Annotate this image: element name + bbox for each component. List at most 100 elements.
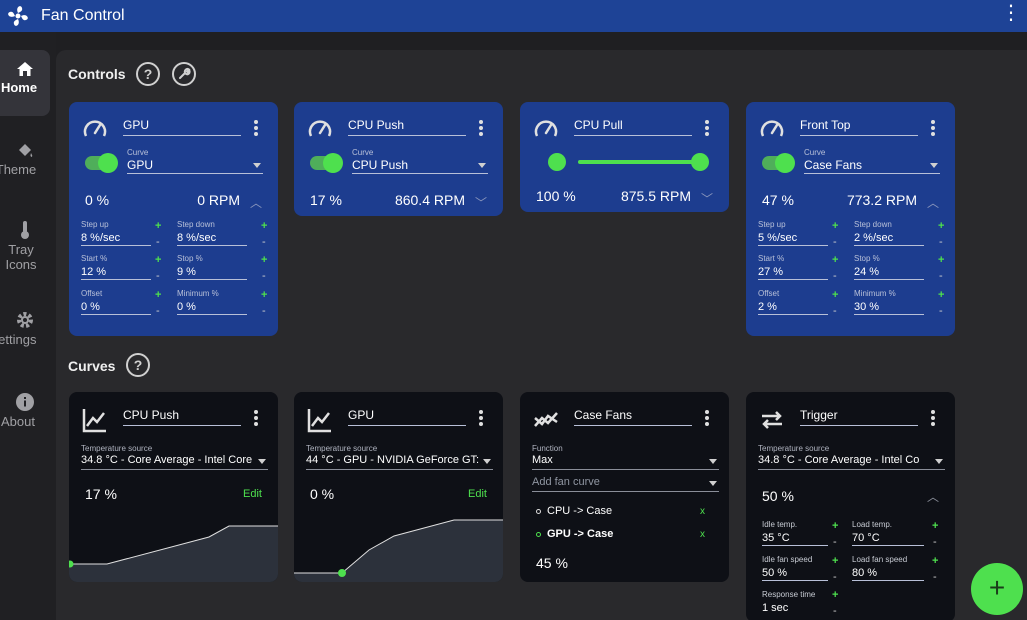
response-time-field[interactable]: Response time 1 sec — [762, 590, 816, 614]
decrement-button[interactable]: - — [833, 536, 837, 548]
edit-curve-link[interactable]: Edit — [243, 488, 262, 500]
temperature-source-select[interactable]: 34.8 °C - Core Average - Intel Core — [81, 454, 268, 470]
increment-button[interactable]: + — [832, 254, 839, 266]
temperature-source-select[interactable]: 34.8 °C - Core Average - Intel Co — [758, 454, 945, 470]
decrement-button[interactable]: - — [833, 571, 837, 583]
decrement-button[interactable]: - — [933, 571, 937, 583]
decrement-button[interactable]: - — [933, 536, 937, 548]
curve-name-input[interactable]: CPU Push — [123, 408, 241, 426]
minimum-percent-field[interactable]: Minimum % 30 % — [854, 289, 924, 315]
wrench-icon[interactable] — [172, 62, 196, 86]
decrement-button[interactable]: - — [939, 236, 943, 248]
speed-slider[interactable] — [578, 160, 700, 164]
expand-chevron-icon[interactable]: ﹀ — [700, 192, 713, 206]
stop-percent-field[interactable]: Stop % 24 % — [854, 254, 924, 280]
increment-button[interactable]: + — [832, 520, 839, 532]
control-name-input[interactable]: CPU Pull — [574, 118, 692, 136]
increment-button[interactable]: + — [155, 220, 162, 232]
start-percent-field[interactable]: Start % 27 % — [758, 254, 828, 280]
more-options-icon[interactable] — [479, 120, 483, 138]
decrement-button[interactable]: - — [833, 236, 837, 248]
step-down-field[interactable]: Step down 8 %/sec — [177, 220, 247, 246]
controls-help-icon[interactable]: ? — [136, 62, 160, 86]
edit-curve-link[interactable]: Edit — [468, 488, 487, 500]
sidebar-item-about[interactable]: About — [0, 392, 50, 458]
sidebar-item-tray-icons[interactable]: Tray Icons — [0, 220, 50, 286]
more-options-icon[interactable] — [931, 120, 935, 138]
increment-button[interactable]: + — [155, 289, 162, 301]
curve-select[interactable]: GPU — [127, 158, 263, 174]
more-options-icon[interactable] — [705, 120, 709, 138]
more-options-icon[interactable] — [254, 120, 258, 138]
add-fan-curve-select[interactable]: Add fan curve — [532, 476, 719, 492]
start-percent-field[interactable]: Start % 12 % — [81, 254, 151, 280]
increment-button[interactable]: + — [938, 289, 945, 301]
decrement-button[interactable]: - — [156, 270, 160, 282]
decrement-button[interactable]: - — [156, 305, 160, 317]
increment-button[interactable]: + — [155, 254, 162, 266]
decrement-button[interactable]: - — [939, 305, 943, 317]
decrement-button[interactable]: - — [262, 305, 266, 317]
remove-item-icon[interactable]: x — [700, 529, 705, 540]
decrement-button[interactable]: - — [833, 605, 837, 617]
decrement-button[interactable]: - — [262, 270, 266, 282]
more-options-icon[interactable] — [705, 410, 709, 428]
remove-item-icon[interactable]: x — [700, 506, 705, 517]
function-select[interactable]: Max — [532, 454, 719, 470]
increment-button[interactable]: + — [938, 220, 945, 232]
enable-toggle[interactable] — [85, 153, 118, 173]
increment-button[interactable]: + — [832, 289, 839, 301]
increment-button[interactable]: + — [261, 220, 268, 232]
idle-fan-speed-field[interactable]: Idle fan speed 50 % — [762, 555, 828, 581]
step-up-field[interactable]: Step up 5 %/sec — [758, 220, 828, 246]
curve-name-input[interactable]: GPU — [348, 408, 466, 426]
control-name-input[interactable]: Front Top — [800, 118, 918, 136]
curve-name-input[interactable]: Case Fans — [574, 408, 692, 426]
increment-button[interactable]: + — [832, 589, 839, 601]
step-up-field[interactable]: Step up 8 %/sec — [81, 220, 151, 246]
increment-button[interactable]: + — [938, 254, 945, 266]
collapse-chevron-icon[interactable]: ︿ — [249, 196, 262, 210]
more-options-icon[interactable] — [931, 410, 935, 428]
idle-temp-field[interactable]: Idle temp. 35 °C — [762, 520, 828, 546]
curve-select[interactable]: Case Fans — [804, 158, 940, 174]
enable-toggle[interactable] — [762, 153, 795, 173]
decrement-button[interactable]: - — [156, 236, 160, 248]
curves-help-icon[interactable]: ? — [126, 353, 150, 377]
control-name-input[interactable]: CPU Push — [348, 118, 466, 136]
curve-select[interactable]: CPU Push — [352, 158, 488, 174]
window-menu-icon[interactable]: ⋮ — [1001, 2, 1021, 24]
curve-name-input[interactable]: Trigger — [800, 408, 918, 426]
speed-slider-handle[interactable] — [691, 153, 709, 171]
sidebar-item-settings[interactable]: Settings — [0, 310, 50, 376]
increment-button[interactable]: + — [832, 555, 839, 567]
increment-button[interactable]: + — [261, 254, 268, 266]
increment-button[interactable]: + — [832, 220, 839, 232]
offset-field[interactable]: Offset 2 % — [758, 289, 828, 315]
sidebar-item-home[interactable]: Home — [0, 50, 50, 116]
collapse-chevron-icon[interactable]: ︿ — [926, 490, 939, 504]
decrement-button[interactable]: - — [939, 270, 943, 282]
increment-button[interactable]: + — [932, 555, 939, 567]
load-fan-speed-field[interactable]: Load fan speed 80 % — [852, 555, 924, 581]
offset-field[interactable]: Offset 0 % — [81, 289, 151, 315]
expand-chevron-icon[interactable]: ﹀ — [474, 196, 487, 210]
increment-button[interactable]: + — [261, 289, 268, 301]
add-button[interactable]: + — [971, 563, 1023, 615]
stop-percent-field[interactable]: Stop % 9 % — [177, 254, 247, 280]
collapse-chevron-icon[interactable]: ︿ — [926, 196, 939, 210]
decrement-button[interactable]: - — [833, 270, 837, 282]
control-name-input[interactable]: GPU — [123, 118, 241, 136]
load-temp-field[interactable]: Load temp. 70 °C — [852, 520, 924, 546]
increment-button[interactable]: + — [932, 520, 939, 532]
manual-toggle-knob[interactable] — [548, 153, 566, 171]
minimum-percent-field[interactable]: Minimum % 0 % — [177, 289, 247, 315]
step-down-field[interactable]: Step down 2 %/sec — [854, 220, 924, 246]
decrement-button[interactable]: - — [262, 236, 266, 248]
temperature-source-select[interactable]: 44 °C - GPU - NVIDIA GeForce GT: — [306, 454, 493, 470]
more-options-icon[interactable] — [479, 410, 483, 428]
enable-toggle[interactable] — [310, 153, 343, 173]
decrement-button[interactable]: - — [833, 305, 837, 317]
more-options-icon[interactable] — [254, 410, 258, 428]
sidebar-item-theme[interactable]: Theme — [0, 142, 50, 208]
